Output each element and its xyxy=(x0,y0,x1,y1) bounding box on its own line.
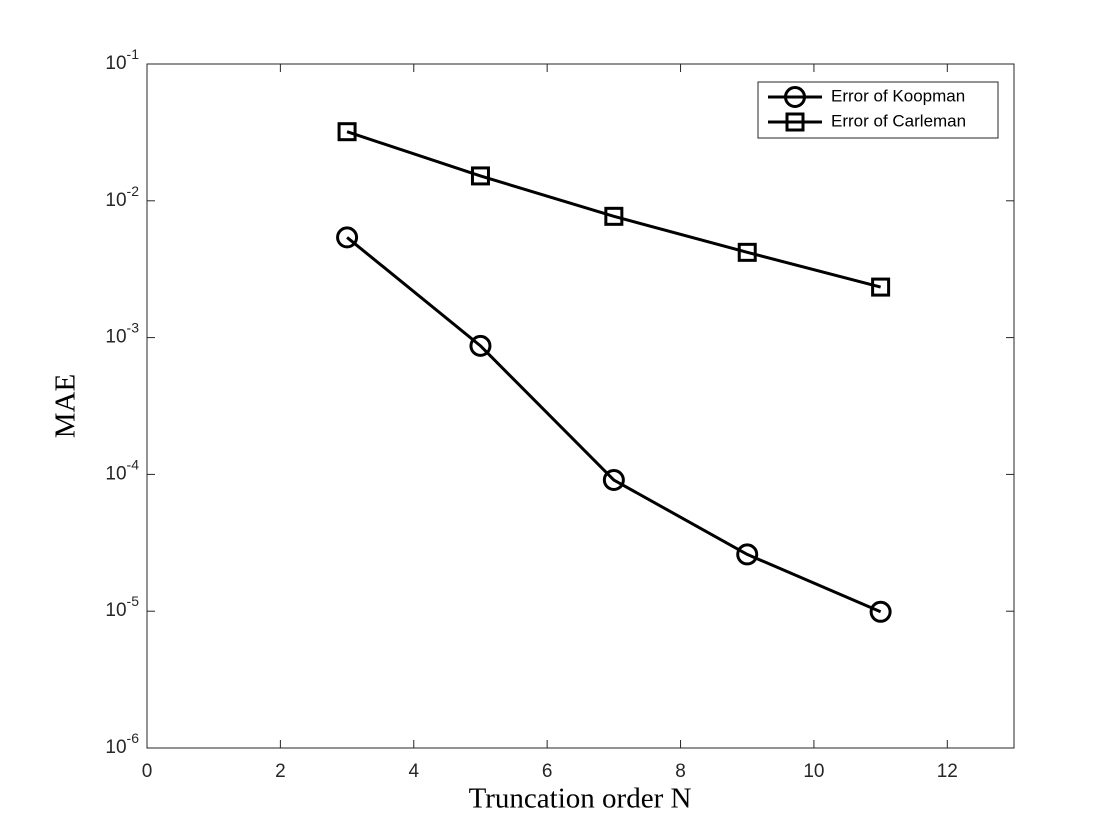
data-point xyxy=(336,226,359,249)
data-point xyxy=(602,469,625,492)
series-line xyxy=(346,130,881,289)
x-tick-label: 8 xyxy=(675,761,686,782)
x-tick-label: 2 xyxy=(275,761,286,782)
legend-label: Error of Koopman xyxy=(831,86,965,105)
data-point xyxy=(736,543,759,566)
legend-marker xyxy=(785,112,805,132)
legend-label: Error of Carleman xyxy=(831,111,966,130)
y-tick-label: 10-2 xyxy=(105,183,139,211)
y-tick-label: 10-5 xyxy=(105,593,139,621)
data-point xyxy=(469,334,492,357)
y-tick-label: 10-3 xyxy=(105,319,139,347)
data-point xyxy=(737,242,757,262)
series-line xyxy=(346,236,882,614)
data-point xyxy=(869,600,892,623)
y-tick-label: 10-6 xyxy=(105,730,139,758)
y-tick-label: 10-4 xyxy=(105,456,139,484)
data-point xyxy=(470,166,490,186)
x-tick-label: 10 xyxy=(803,761,824,782)
data-point xyxy=(337,122,357,142)
legend-marker xyxy=(784,86,806,108)
plot-area xyxy=(146,63,1015,749)
y-tick-label: 10-1 xyxy=(105,46,139,74)
x-axis-label: Truncation order N xyxy=(469,783,692,815)
data-point xyxy=(871,277,891,297)
x-tick-label: 4 xyxy=(408,761,419,782)
y-axis-label: MAE xyxy=(50,374,82,438)
x-tick-label: 6 xyxy=(542,761,553,782)
data-point xyxy=(604,206,624,226)
x-tick-label: 12 xyxy=(937,761,958,782)
x-tick-label: 0 xyxy=(142,761,153,782)
